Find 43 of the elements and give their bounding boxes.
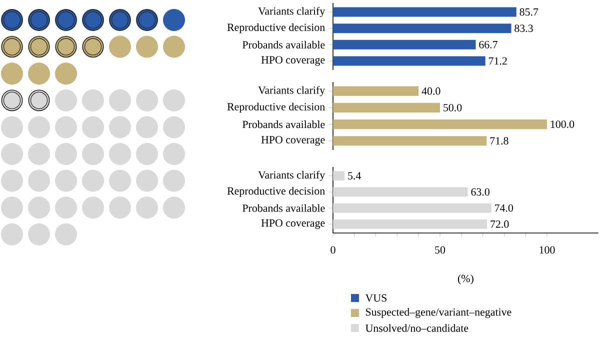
data-label: 85.7 <box>520 8 538 16</box>
data-label: 72.0 <box>490 220 509 228</box>
data-label: 71.8 <box>490 137 508 145</box>
legend-label: VUS <box>365 294 386 302</box>
y-tick-label: HPO coverage <box>261 219 325 229</box>
bar <box>333 136 487 146</box>
bar <box>333 203 492 213</box>
bar <box>333 102 440 113</box>
y-tick-label: Reproductive decision <box>227 102 325 113</box>
legend-label: Unsolved/no–candidate <box>366 324 468 332</box>
bar <box>333 219 488 229</box>
data-label: 83.3 <box>514 24 533 32</box>
data-label: 50.0 <box>444 104 462 112</box>
y-tick-label: HPO coverage <box>261 136 325 146</box>
x-tick-label: 100 <box>540 246 555 254</box>
y-tick-label: Probands available <box>242 120 325 128</box>
legend-label: Suspected–gene/variant–negative <box>366 308 512 318</box>
x-tick-label: 50 <box>435 246 446 254</box>
data-label: 63.0 <box>471 188 490 196</box>
bar <box>333 7 516 17</box>
bar <box>333 56 486 66</box>
bar <box>333 187 468 197</box>
y-tick-label: Probands available <box>242 40 325 49</box>
data-label: 5.4 <box>348 172 361 180</box>
y-tick-label: HPO coverage <box>261 56 325 66</box>
bar <box>333 40 476 50</box>
bar <box>333 171 345 181</box>
data-label: 66.7 <box>479 40 498 48</box>
y-tick-label: Probands available <box>242 204 325 212</box>
data-label: 74.0 <box>495 204 514 212</box>
x-axis-title: (%) <box>458 274 474 284</box>
data-label: 40.0 <box>422 87 440 95</box>
y-tick-label: Reproductive decision <box>227 23 325 34</box>
y-tick-label: Variants clarify <box>258 6 326 18</box>
data-label: 100.0 <box>550 120 574 128</box>
bar <box>333 119 547 130</box>
y-tick-label: Variants clarify <box>258 170 326 181</box>
x-tick-label: 0 <box>330 246 336 254</box>
y-tick-label: Variants clarify <box>258 86 326 96</box>
bar <box>333 86 419 96</box>
y-tick-label: Reproductive decision <box>227 186 325 197</box>
data-label: 71.2 <box>489 57 507 65</box>
bar <box>333 24 512 34</box>
